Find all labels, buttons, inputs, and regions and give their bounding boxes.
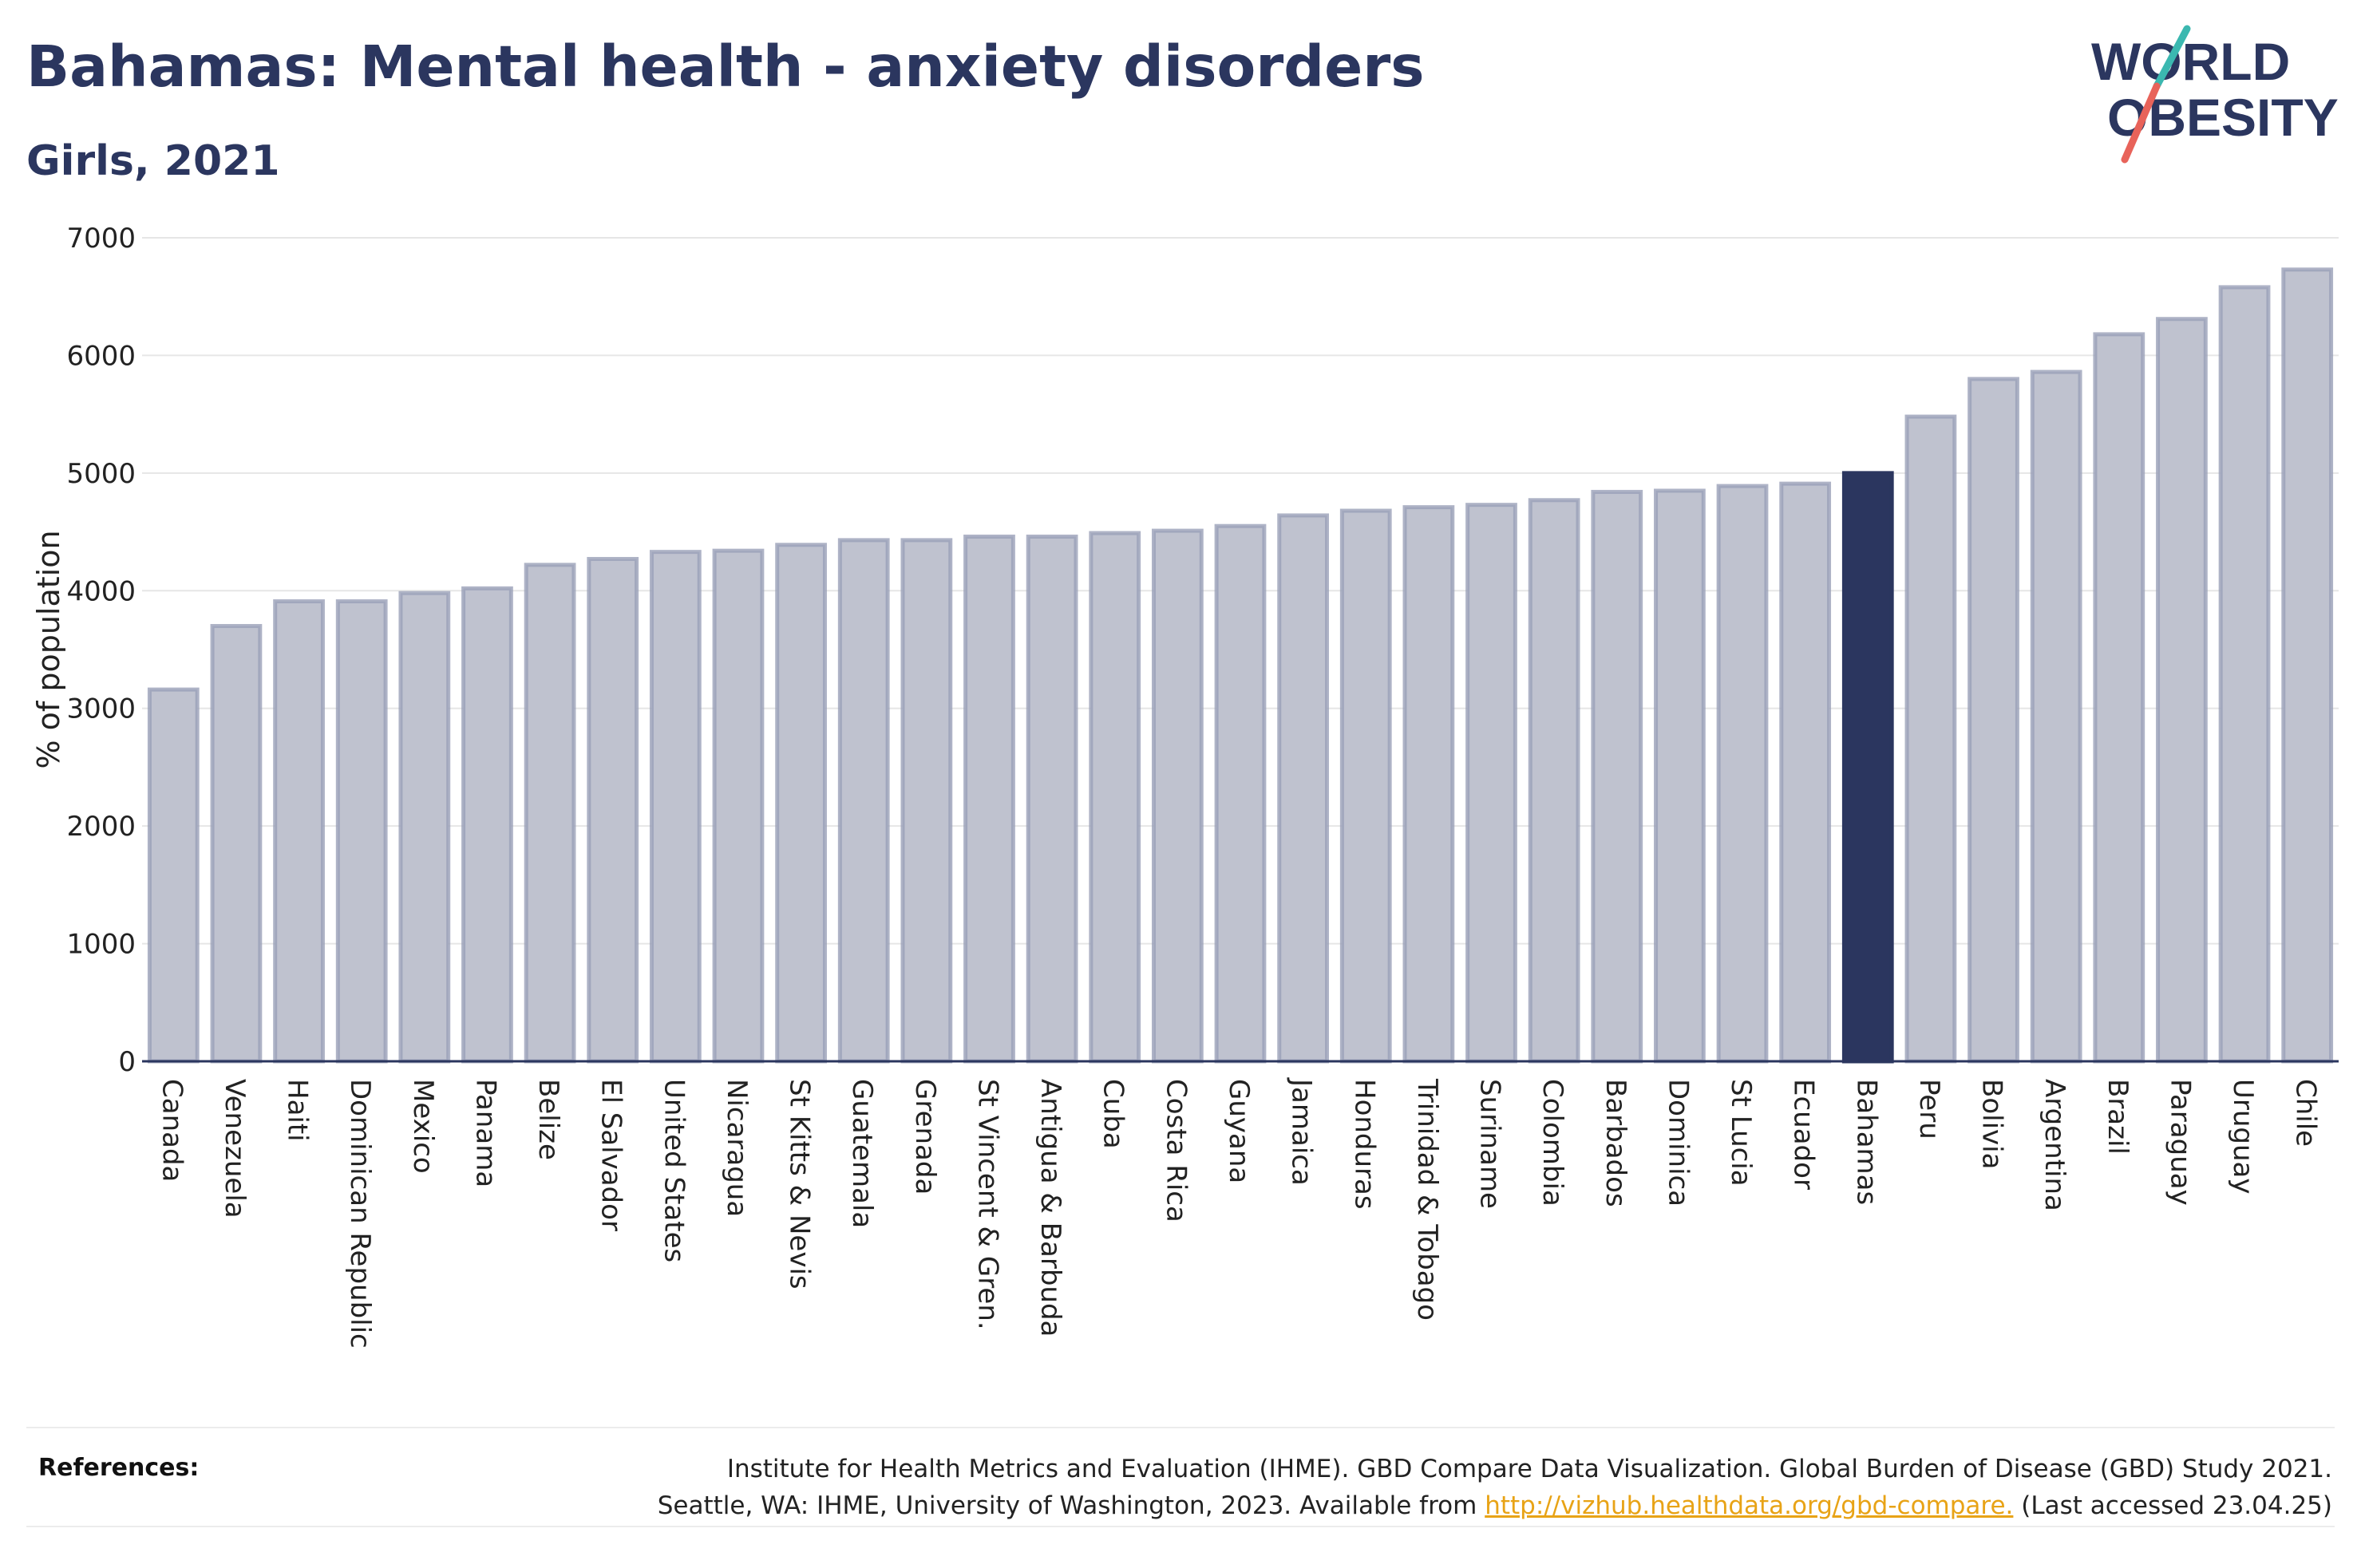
x-tick-label: Honduras bbox=[1348, 1079, 1380, 1210]
x-tick-label: United States bbox=[658, 1079, 690, 1262]
x-tick-label: Belize bbox=[532, 1079, 564, 1160]
references-line2-after: (Last accessed 23.04.25) bbox=[2013, 1491, 2332, 1520]
x-tick-label: Canada bbox=[156, 1079, 188, 1182]
bar-chart: 0 1000 2000 3000 4000 5000 6000 7000 % of popula… bbox=[31, 223, 2339, 1349]
references-line1: Institute for Health Metrics and Evaluat… bbox=[726, 1455, 2332, 1483]
x-tick-label: Dominica bbox=[1662, 1079, 1694, 1207]
x-tick-label: Panama bbox=[469, 1079, 501, 1187]
bar-honduras bbox=[1339, 508, 1392, 1064]
bar-dominica bbox=[1654, 488, 1706, 1064]
bar-cuba bbox=[1089, 531, 1141, 1064]
x-tick-label: Ecuador bbox=[1788, 1079, 1820, 1190]
bar-ecuador bbox=[1779, 481, 1832, 1064]
bar-el-salvador bbox=[587, 556, 639, 1064]
bar-trinidad-tobago bbox=[1402, 505, 1455, 1064]
bar-guyana bbox=[1214, 523, 1267, 1064]
references-bottom-divider bbox=[26, 1526, 2335, 1527]
x-tick-label: St Lucia bbox=[1725, 1079, 1757, 1187]
x-tick-label: St Vincent & Gren. bbox=[971, 1079, 1003, 1330]
bar-uruguay bbox=[2218, 285, 2271, 1064]
y-tick-label: 0 bbox=[118, 1046, 136, 1078]
x-tick-label: Dominican Republic bbox=[344, 1079, 376, 1349]
bar-grenada bbox=[900, 538, 953, 1064]
bar-panama bbox=[461, 586, 513, 1064]
bar-bolivia bbox=[1968, 377, 2019, 1064]
x-tick-label: Paraguay bbox=[2164, 1079, 2196, 1206]
bar-paraguay bbox=[2156, 317, 2208, 1064]
y-tick-label: 5000 bbox=[66, 458, 136, 490]
bar-st-lucia bbox=[1716, 484, 1769, 1064]
bar-colombia bbox=[1528, 498, 1580, 1064]
bar-nicaragua bbox=[712, 548, 765, 1064]
y-tick-label: 7000 bbox=[66, 223, 136, 255]
x-tick-label: St Kitts & Nevis bbox=[784, 1079, 816, 1290]
x-tick-label: Antigua & Barbuda bbox=[1034, 1079, 1066, 1337]
bar-dominican-republic bbox=[335, 599, 388, 1064]
y-tick-label: 1000 bbox=[66, 929, 136, 961]
bar-guatemala bbox=[837, 538, 890, 1064]
bar-antigua-barbuda bbox=[1026, 534, 1078, 1064]
x-tick-label: Uruguay bbox=[2227, 1079, 2259, 1195]
bar-united-states bbox=[649, 550, 702, 1064]
x-tick-label: Colombia bbox=[1536, 1079, 1568, 1207]
chart-title: Bahamas: Mental health - anxiety disorde… bbox=[26, 34, 1425, 100]
bar-peru bbox=[1904, 414, 1957, 1064]
x-tick-label: Costa Rica bbox=[1160, 1079, 1192, 1222]
bar-costa-rica bbox=[1151, 528, 1204, 1064]
bar-chile bbox=[2281, 267, 2334, 1064]
bar-argentina bbox=[2030, 369, 2082, 1064]
y-tick-label: 3000 bbox=[66, 693, 136, 725]
bar-brazil bbox=[2093, 332, 2145, 1064]
x-tick-label: Trinidad & Tobago bbox=[1411, 1078, 1443, 1321]
bar-mexico bbox=[398, 590, 451, 1064]
references-label: References: bbox=[38, 1454, 200, 1482]
logo-slash-coral bbox=[2121, 82, 2161, 164]
bar-haiti bbox=[273, 599, 325, 1064]
bar-bahamas bbox=[1841, 471, 1894, 1064]
x-tick-label: Brazil bbox=[2102, 1079, 2134, 1155]
bar-barbados bbox=[1591, 489, 1643, 1064]
references-text: Institute for Health Metrics and Evaluat… bbox=[496, 1451, 2332, 1524]
x-tick-label: Guyana bbox=[1223, 1079, 1255, 1183]
x-tick-label: El Salvador bbox=[595, 1079, 627, 1231]
x-tick-label: Argentina bbox=[2039, 1079, 2070, 1211]
chart-subtitle: Girls, 2021 bbox=[26, 137, 280, 185]
references-link[interactable]: http://vizhub.healthdata.org/gbd-compare… bbox=[1485, 1491, 2014, 1520]
x-tick-label: Barbados bbox=[1600, 1079, 1631, 1207]
bar-venezuela bbox=[210, 624, 263, 1064]
references-line2-before: Seattle, WA: IHME, University of Washing… bbox=[657, 1491, 1485, 1520]
x-tick-label: Mexico bbox=[407, 1079, 439, 1174]
y-tick-label: 4000 bbox=[66, 575, 136, 607]
world-obesity-logo: WORLD OBESITY bbox=[2091, 25, 2339, 164]
x-tick-label: Haiti bbox=[282, 1079, 314, 1142]
x-tick-label: Peru bbox=[1913, 1079, 1945, 1139]
x-tick-label: Cuba bbox=[1097, 1079, 1129, 1149]
bar-belize bbox=[524, 563, 576, 1064]
x-tick-label: Jamaica bbox=[1286, 1077, 1318, 1186]
x-tick-label: Bolivia bbox=[1976, 1079, 2008, 1169]
y-tick-label: 2000 bbox=[66, 811, 136, 843]
bar-st-vincent-gren- bbox=[963, 534, 1015, 1064]
x-tick-label: Guatemala bbox=[846, 1079, 878, 1228]
x-tick-label: Bahamas bbox=[1850, 1079, 1882, 1205]
references-line2: Seattle, WA: IHME, University of Washing… bbox=[496, 1487, 2332, 1524]
y-tick-label: 6000 bbox=[66, 340, 136, 372]
bar-jamaica bbox=[1277, 513, 1330, 1064]
references-top-divider bbox=[26, 1427, 2335, 1428]
x-tick-label: Suriname bbox=[1474, 1079, 1506, 1209]
x-tick-label: Grenada bbox=[909, 1079, 941, 1195]
x-tick-label: Chile bbox=[2290, 1079, 2322, 1147]
bar-canada bbox=[147, 687, 200, 1064]
bar-st-kitts-nevis bbox=[775, 543, 827, 1064]
logo-line1: WORLD bbox=[2091, 32, 2290, 91]
x-tick-label: Nicaragua bbox=[721, 1079, 753, 1217]
y-axis-label: % of population bbox=[31, 530, 66, 768]
bar-suriname bbox=[1465, 503, 1517, 1064]
logo-slash-teal bbox=[2153, 25, 2191, 90]
x-tick-label: Venezuela bbox=[219, 1079, 251, 1218]
